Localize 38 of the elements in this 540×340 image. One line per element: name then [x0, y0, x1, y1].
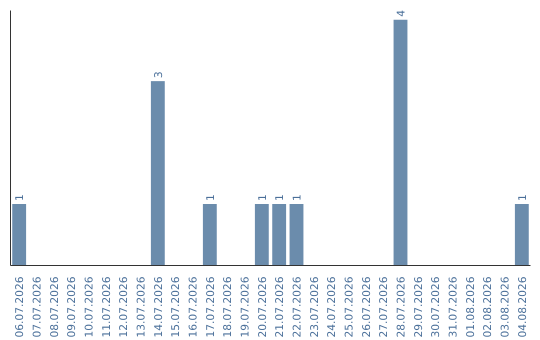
x-tick-label: 17.07.2026 [204, 276, 217, 338]
x-tick-label: 12.07.2026 [117, 276, 130, 338]
x-tick-label: 20.07.2026 [256, 276, 269, 338]
x-tick-label: 31.07.2026 [446, 276, 460, 338]
data-label: 1 [290, 194, 304, 202]
data-label: 3 [152, 71, 165, 78]
x-tick-label: 08.07.2026 [48, 276, 61, 338]
x-tick-label: 18.07.2026 [221, 276, 234, 338]
data-label: 1 [13, 194, 26, 202]
x-tick-label: 10.07.2026 [82, 276, 96, 338]
x-tick-label: 07.07.2026 [30, 276, 44, 338]
x-tick-label: 16.07.2026 [186, 276, 200, 338]
x-tick-label: 15.07.2026 [169, 276, 182, 338]
x-tick-label: 02.08.2026 [481, 276, 494, 338]
x-tick-label: 30.07.2026 [429, 276, 442, 338]
x-tick-label: 28.07.2026 [394, 276, 408, 338]
x-tick-label: 21.07.2026 [273, 276, 286, 338]
x-tick-label: 29.07.2026 [412, 276, 425, 338]
x-tick-label: 27.07.2026 [377, 276, 390, 338]
x-tick-label: 26.07.2026 [360, 276, 373, 338]
x-tick-label: 06.07.2026 [13, 276, 26, 338]
x-tick-label: 25.07.2026 [342, 276, 356, 338]
x-tick-label: 04.08.2026 [516, 276, 529, 338]
x-tick-label: 22.07.2026 [290, 276, 304, 338]
x-tick-label: 01.08.2026 [464, 276, 477, 338]
x-tick-label: 11.07.2026 [100, 276, 113, 338]
x-tick-label: 03.08.2026 [498, 276, 512, 338]
x-tick-label: 09.07.2026 [65, 276, 78, 338]
data-label: 4 [394, 10, 408, 17]
data-label: 1 [273, 194, 286, 202]
x-tick-label: 24.07.2026 [325, 276, 338, 338]
x-tick-label: 19.07.2026 [238, 276, 252, 338]
data-label: 1 [204, 194, 217, 202]
x-tick-label: 13.07.2026 [134, 276, 148, 338]
x-tick-label: 14.07.2026 [152, 276, 165, 338]
x-tick-label: 23.07.2026 [308, 276, 321, 338]
data-label: 1 [256, 194, 269, 202]
data-label: 1 [516, 194, 529, 202]
